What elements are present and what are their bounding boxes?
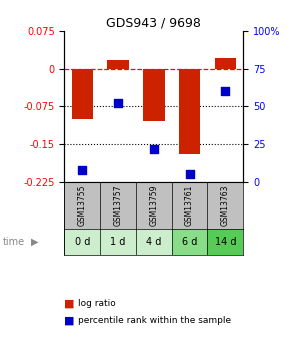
Bar: [107, 60, 129, 69]
Bar: [214, 58, 236, 69]
Text: ■: ■: [64, 299, 75, 308]
Text: ■: ■: [64, 316, 75, 326]
Text: log ratio: log ratio: [78, 299, 115, 308]
Text: 6 d: 6 d: [182, 237, 197, 247]
Bar: [136, 229, 172, 255]
Text: 14 d: 14 d: [214, 237, 236, 247]
Bar: [71, 69, 93, 119]
Point: [223, 89, 228, 94]
Text: time: time: [3, 237, 25, 247]
Bar: [172, 229, 207, 255]
Text: GSM13759: GSM13759: [149, 185, 158, 226]
Text: percentile rank within the sample: percentile rank within the sample: [78, 316, 231, 325]
Bar: [143, 69, 165, 121]
Bar: [179, 69, 200, 154]
Text: 1 d: 1 d: [110, 237, 126, 247]
Text: 4 d: 4 d: [146, 237, 161, 247]
Bar: [64, 229, 100, 255]
Text: GSM13761: GSM13761: [185, 185, 194, 226]
Title: GDS943 / 9698: GDS943 / 9698: [106, 17, 201, 30]
Point: [116, 101, 120, 106]
Point: [151, 146, 156, 151]
Text: GSM13757: GSM13757: [114, 185, 122, 226]
Bar: [100, 229, 136, 255]
Text: ▶: ▶: [31, 237, 38, 247]
Text: 0 d: 0 d: [75, 237, 90, 247]
Text: GSM13763: GSM13763: [221, 185, 230, 226]
Point: [80, 167, 85, 172]
Text: GSM13755: GSM13755: [78, 185, 87, 226]
Point: [187, 171, 192, 177]
Bar: [207, 229, 243, 255]
